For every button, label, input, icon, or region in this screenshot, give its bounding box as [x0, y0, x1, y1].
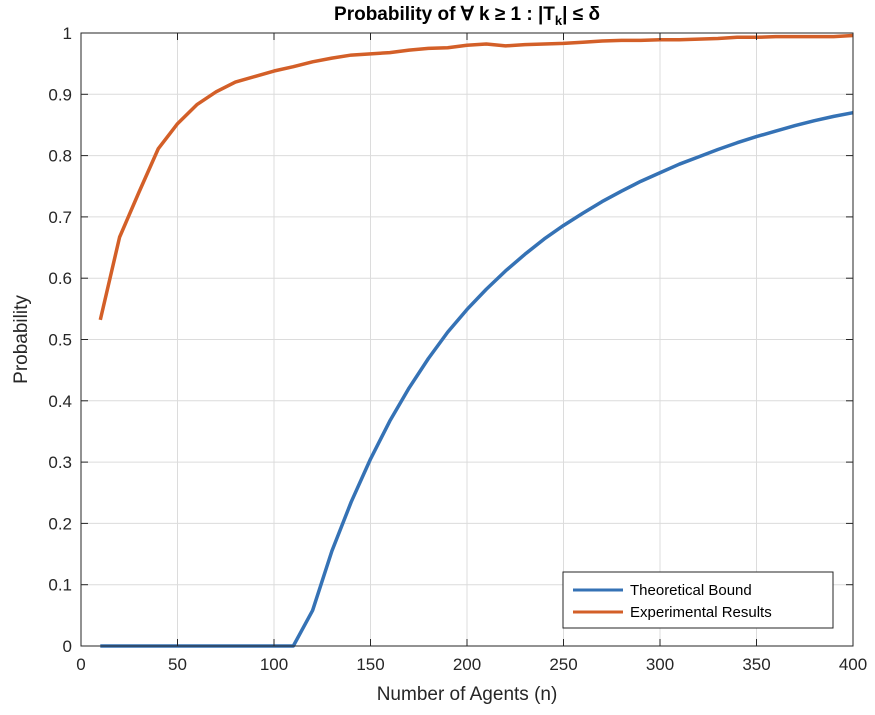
y-tick-label: 0.8: [48, 147, 72, 166]
y-tick-label: 1: [63, 24, 72, 43]
x-tick-label: 0: [76, 655, 85, 674]
grid-lines: [80, 32, 854, 647]
y-tick-label: 0: [63, 637, 72, 656]
series-lines: [98, 33, 854, 648]
legend: Theoretical Bound Experimental Results: [562, 571, 834, 629]
x-tick-label: 250: [549, 655, 577, 674]
legend-box: [562, 571, 834, 629]
chart-title: Probability of ∀ k ≥ 1 : |Tk| ≤ δ: [334, 4, 600, 28]
y-axis-label: Probability: [11, 295, 32, 384]
x-tick-label: 50: [168, 655, 187, 674]
legend-label-experimental-results: Experimental Results: [630, 604, 772, 621]
x-tick-label: 100: [260, 655, 288, 674]
y-tick-label: 0.5: [48, 331, 72, 350]
axis-ticks: [80, 32, 854, 647]
y-tick-label: 0.3: [48, 453, 72, 472]
chart-title-suffix: | ≤ δ: [562, 4, 600, 25]
y-tick-label: 0.1: [48, 576, 72, 595]
chart-title-prefix: Probability of ∀ k ≥ 1 : |T: [334, 4, 555, 25]
series-line-theoretical-bound: [100, 110, 854, 648]
x-tick-label: 200: [453, 655, 481, 674]
x-axis-label: Number of Agents (n): [377, 684, 558, 705]
y-tick-label: 0.7: [48, 208, 72, 227]
legend-label-theoretical-bound: Theoretical Bound: [630, 582, 752, 599]
series-line-experimental-results: [98, 33, 854, 321]
x-tick-label: 400: [839, 655, 867, 674]
y-tick-label: 0.9: [48, 85, 72, 104]
y-tick-label: 0.4: [48, 392, 72, 411]
y-tick-label: 0.6: [48, 269, 72, 288]
x-tick-label: 300: [646, 655, 674, 674]
x-tick-label: 150: [356, 655, 384, 674]
chart-title-subscript: k: [555, 13, 563, 28]
y-tick-label: 0.2: [48, 514, 72, 533]
x-tick-label: 350: [742, 655, 770, 674]
tick-labels: 0 50 100 150 200 250 300 350 400 0 0.1 0.2 0.3 0.4 0.5…: [48, 24, 867, 674]
